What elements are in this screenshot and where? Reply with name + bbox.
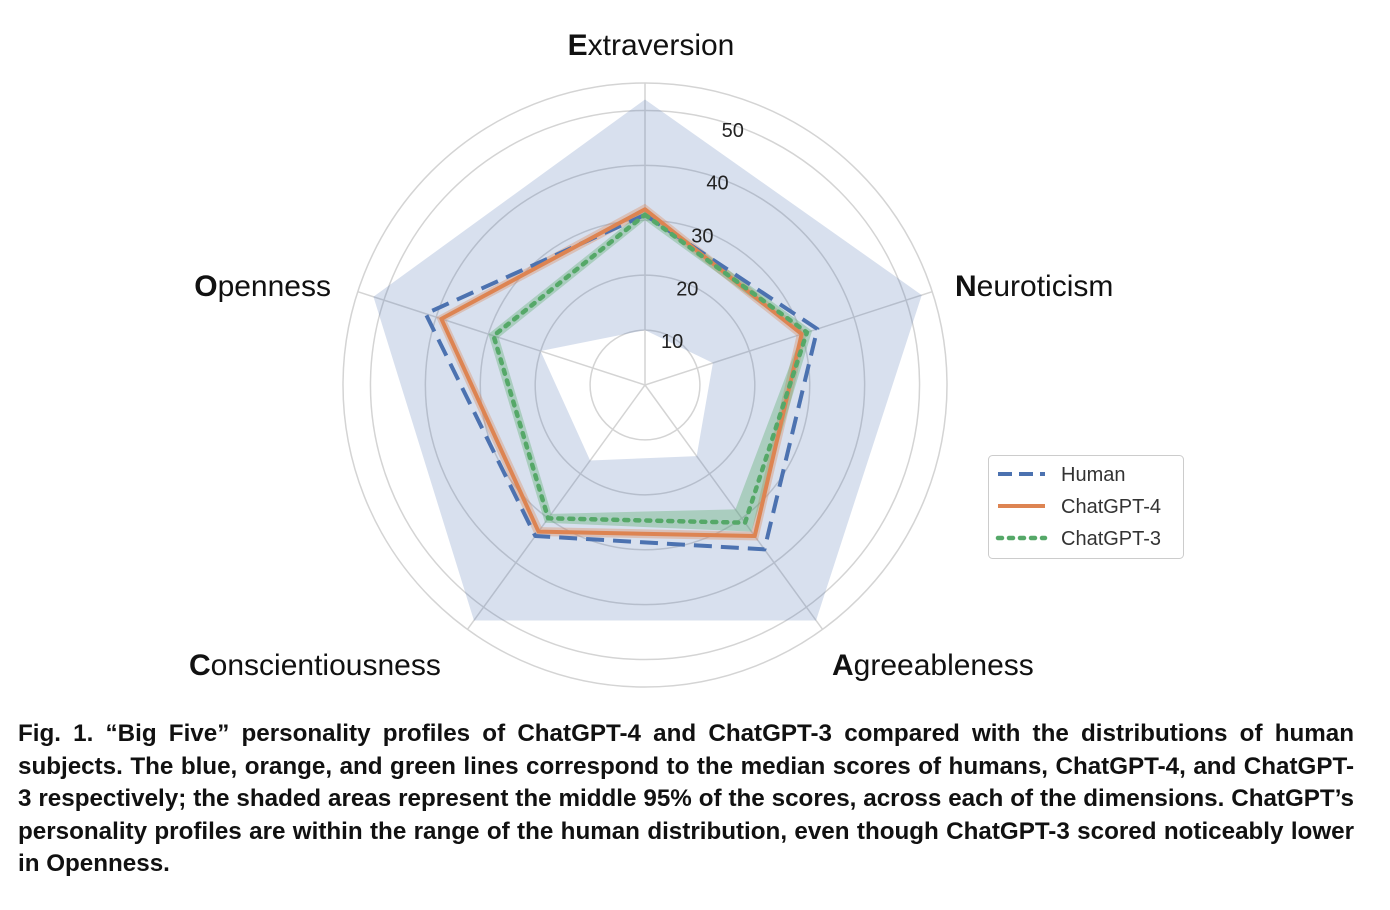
grid-spoke (466, 384, 646, 630)
dimension-initial: C (189, 649, 211, 682)
dimension-label: Openness (194, 270, 331, 303)
grid-spoke (644, 384, 824, 630)
dimension-labels: Extraversion Neuroticism Agreeableness Cons… (189, 29, 1113, 682)
dimension-initial: A (832, 649, 854, 682)
tick-label: 40 (706, 173, 728, 195)
dimension-label: Extraversion (568, 29, 735, 62)
median-line-chatgpt-3 (491, 212, 810, 525)
grid-spoke (357, 290, 646, 386)
median-lines (423, 207, 820, 552)
legend-label: ChatGPT-4 (1061, 496, 1161, 518)
tick-label: 50 (722, 120, 744, 142)
figure-caption: Fig. 1. “Big Five” personality profiles … (18, 720, 1354, 878)
legend: Human ChatGPT-4 ChatGPT-3 (988, 455, 1184, 559)
dimension-label: Agreeableness (832, 649, 1034, 682)
median-line-chatgpt-4 (439, 207, 804, 539)
legend-box (988, 455, 1184, 559)
radar-grid (342, 82, 948, 688)
dimension-rest: penness (218, 270, 331, 303)
dimension-rest: greeableness (854, 649, 1034, 682)
tick-label: 10 (661, 331, 683, 353)
radar-chart: 10 20 30 40 50 Extraversion Neuroticism Agreea… (189, 29, 1184, 688)
dimension-initial: E (568, 29, 588, 62)
dimension-rest: xtraversion (588, 29, 735, 62)
dimension-label: Neuroticism (955, 270, 1113, 303)
median-line-human (423, 212, 820, 552)
grid-spoke (644, 290, 933, 386)
dimension-rest: onscientiousness (211, 649, 441, 682)
tick-label: 30 (691, 226, 713, 248)
dimension-label: Conscientiousness (189, 649, 441, 682)
radial-ticks: 10 20 30 40 50 (661, 120, 744, 353)
legend-label: ChatGPT-3 (1061, 528, 1161, 550)
tick-label: 20 (676, 278, 698, 300)
legend-label: Human (1061, 464, 1125, 486)
dimension-initial: O (194, 270, 217, 303)
dimension-initial: N (955, 270, 977, 303)
dimension-rest: euroticism (977, 270, 1114, 303)
